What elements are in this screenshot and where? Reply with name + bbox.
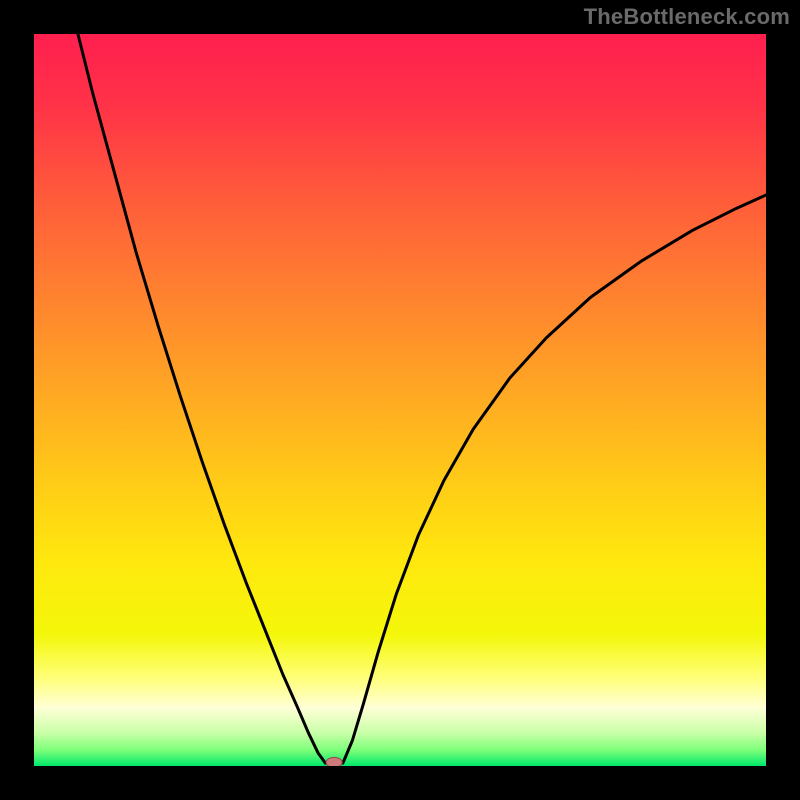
plot-area [34, 34, 766, 766]
watermark-text: TheBottleneck.com [584, 4, 790, 30]
plot-svg [34, 34, 766, 766]
chart-frame: TheBottleneck.com [0, 0, 800, 800]
optimal-point-marker [326, 757, 342, 766]
gradient-background [34, 34, 766, 766]
